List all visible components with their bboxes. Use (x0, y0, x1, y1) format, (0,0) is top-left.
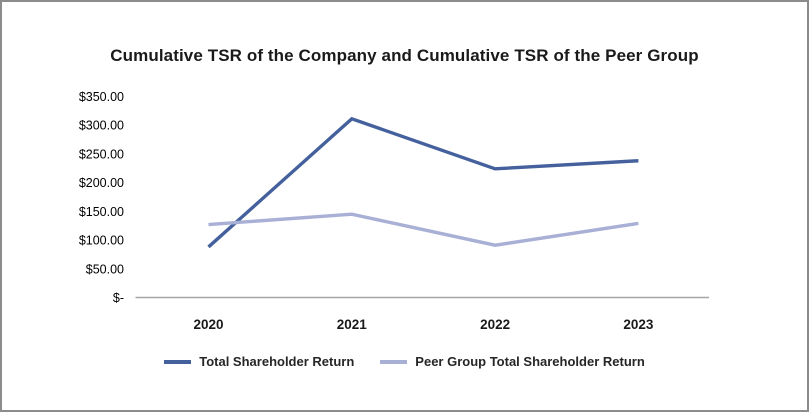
series-lines (207, 116, 639, 249)
y-tick-label: $200.00 (79, 176, 124, 190)
y-tick-label: $50.00 (86, 262, 124, 276)
y-tick-label: $100.00 (79, 234, 124, 248)
y-axis-tick-labels: $350.00 $300.00 $250.00 $200.00 $150.00 $100.… (79, 90, 124, 305)
legend-label-company: Total Shareholder Return (199, 354, 355, 369)
x-tick-label: 2021 (337, 317, 368, 332)
y-tick-label: $350.00 (79, 90, 124, 104)
x-tick-label: 2022 (480, 317, 510, 332)
x-tick-label: 2023 (623, 317, 654, 332)
x-axis-tick-labels: 2020 2021 2022 2023 (193, 317, 653, 332)
peer-group-tsr-line (208, 212, 639, 247)
x-tick-label: 2020 (193, 317, 223, 332)
company-line-swatch-icon (164, 359, 192, 364)
legend-item-peer-group: Peer Group Total Shareholder Return (380, 354, 645, 369)
y-tick-label: $250.00 (79, 147, 124, 161)
legend-label-peer-group: Peer Group Total Shareholder Return (415, 354, 645, 369)
legend: Total Shareholder Return Peer Group Tota… (2, 354, 807, 369)
chart-title: Cumulative TSR of the Company and Cumula… (110, 46, 699, 65)
legend-item-company: Total Shareholder Return (164, 354, 354, 369)
y-tick-label: $150.00 (79, 205, 124, 219)
y-tick-label: $- (113, 291, 124, 305)
company-tsr-line (207, 116, 639, 249)
y-tick-label: $300.00 (79, 119, 124, 133)
peer-group-line-swatch-icon (380, 359, 408, 364)
